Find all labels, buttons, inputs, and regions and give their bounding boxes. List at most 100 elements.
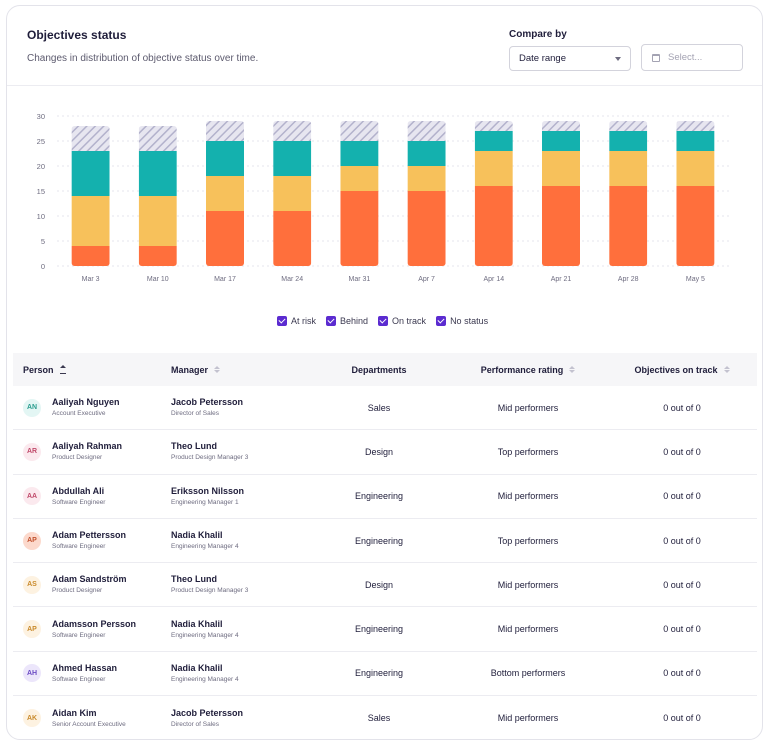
bar-no-status: [138, 126, 177, 151]
bar-behind: [273, 176, 312, 211]
x-tick-label: Mar 3: [82, 276, 100, 283]
objectives-on-track-cell: 0 out of 0: [663, 579, 701, 590]
objectives-on-track-cell: 0 out of 0: [663, 668, 701, 679]
bar-on-track: [676, 131, 715, 151]
bar-on-track: [340, 141, 379, 166]
y-tick-label: 10: [37, 212, 45, 221]
table-row[interactable]: AP Adamsson Persson Software Engineer Nadia…: [13, 607, 757, 652]
date-range-input[interactable]: Select...: [641, 44, 743, 71]
bar-no-status: [676, 121, 715, 131]
chart-legend: At risk Behind On track No status: [277, 316, 488, 326]
person-name[interactable]: Adam Pettersson: [52, 530, 127, 541]
column-header-objectives-on-track[interactable]: Objectives on track: [607, 365, 757, 375]
bar-no-status: [542, 121, 580, 131]
manager-role: Engineering Manager 1: [171, 498, 239, 506]
sort-icon: [569, 365, 576, 374]
legend-label: Behind: [340, 316, 369, 326]
table-row[interactable]: AR Aaliyah Rahman Product Designer Theo Lun…: [13, 430, 757, 475]
checkbox-checked-icon[interactable]: [378, 316, 389, 326]
person-name[interactable]: Aidan Kim: [52, 707, 97, 718]
manager-cell: Theo Lund Product Design Manager 3: [161, 440, 309, 463]
department-cell: Engineering: [354, 535, 404, 546]
person-name[interactable]: Adamsson Persson: [52, 618, 137, 629]
column-header-performance-rating[interactable]: Performance rating: [449, 365, 607, 375]
x-tick-label: Mar 10: [147, 276, 169, 283]
bar-at-risk: [474, 186, 513, 266]
manager-cell: Theo Lund Product Design Manager 3: [161, 573, 309, 596]
manager-name[interactable]: Jacob Petersson: [171, 397, 244, 408]
person-cell: AP Adam Pettersson Software Engineer: [13, 529, 161, 552]
chevron-down-icon: [615, 56, 621, 61]
bar-at-risk: [138, 246, 177, 266]
person-name[interactable]: Aaliyah Rahman: [52, 441, 123, 452]
person-cell: AA Abdullah Ali Software Engineer: [13, 485, 161, 508]
bar-on-track: [542, 131, 580, 151]
legend-item-no-status[interactable]: No status: [436, 316, 488, 326]
avatar-initials: AS: [27, 581, 37, 589]
person-name[interactable]: Abdullah Ali: [52, 485, 105, 496]
performance-rating-cell: Mid performers: [497, 491, 559, 502]
manager-role: Product Design Manager 3: [171, 454, 249, 462]
person-name[interactable]: Aaliyah Nguyen: [52, 397, 120, 408]
legend-item-behind[interactable]: Behind: [326, 316, 368, 326]
checkbox-checked-icon[interactable]: [436, 316, 447, 326]
manager-name[interactable]: Eriksson Nilsson: [171, 485, 245, 496]
table-row[interactable]: AS Adam Sandström Product Designer Theo Lun…: [13, 563, 757, 608]
calendar-icon: [652, 53, 660, 62]
table-body: AN Aaliyah Nguyen Account Executive Jacob P…: [13, 386, 757, 739]
x-tick-label: Mar 31: [349, 276, 371, 283]
manager-name[interactable]: Theo Lund: [171, 441, 217, 452]
table-row[interactable]: AH Ahmed Hassan Software Engineer Nadia Kha…: [13, 652, 757, 697]
bar-behind: [609, 151, 648, 186]
column-header-departments: Departments: [309, 365, 449, 375]
manager-cell: Jacob Petersson Director of Sales: [161, 707, 309, 730]
objectives-on-track-cell: 0 out of 0: [663, 624, 701, 635]
compare-by-select[interactable]: Date range: [509, 46, 631, 71]
sort-icon: [723, 365, 730, 374]
bar-no-status: [273, 121, 312, 141]
person-name[interactable]: Ahmed Hassan: [52, 662, 118, 673]
performance-rating-cell: Mid performers: [497, 402, 559, 413]
bar-at-risk: [609, 186, 648, 266]
department-cell: Engineering: [354, 668, 404, 679]
checkbox-checked-icon[interactable]: [277, 316, 287, 326]
column-header-person[interactable]: Person: [13, 365, 161, 375]
manager-name[interactable]: Theo Lund: [171, 574, 217, 585]
manager-name[interactable]: Nadia Khalil: [171, 530, 223, 541]
person-name[interactable]: Adam Sandström: [52, 574, 127, 585]
manager-cell: Nadia Khalil Engineering Manager 4: [161, 529, 309, 552]
avatar-initials: AP: [27, 625, 37, 633]
avatar: AK: [23, 709, 41, 728]
objectives-status-chart: 0 5 10 15 20 25 30 Mar 3 Mar 10 Mar 17 Mar 24 Mar 3…: [37, 112, 729, 283]
person-role: Software Engineer: [52, 498, 106, 506]
checkbox-checked-icon[interactable]: [326, 316, 337, 326]
bar-no-status: [71, 126, 110, 151]
legend-item-on-track[interactable]: On track: [378, 316, 426, 326]
avatar-initials: AH: [26, 669, 38, 677]
avatar: AR: [23, 442, 41, 461]
manager-name[interactable]: Nadia Khalil: [171, 662, 223, 673]
column-label: Manager: [171, 364, 209, 375]
table-row[interactable]: AK Aidan Kim Senior Account Executive Jacob…: [13, 696, 757, 739]
table-row[interactable]: AN Aaliyah Nguyen Account Executive Jacob P…: [13, 386, 757, 431]
department-cell: Design: [364, 579, 393, 590]
header-divider: [7, 85, 762, 86]
department-cell: Engineering: [354, 624, 404, 635]
person-cell: AH Ahmed Hassan Software Engineer: [13, 662, 161, 685]
manager-name[interactable]: Nadia Khalil: [171, 618, 223, 629]
manager-name[interactable]: Jacob Petersson: [171, 707, 244, 718]
objectives-on-track-cell: 0 out of 0: [663, 491, 701, 502]
table-row[interactable]: AP Adam Pettersson Software Engineer Nadia …: [13, 519, 757, 564]
legend-item-at-risk[interactable]: At risk: [277, 316, 316, 326]
bar-no-status: [609, 121, 648, 131]
manager-cell: Nadia Khalil Engineering Manager 4: [161, 618, 309, 641]
column-header-manager[interactable]: Manager: [161, 365, 309, 375]
objectives-on-track-cell: 0 out of 0: [663, 713, 701, 724]
people-table: Person Manager Departments Performance r…: [13, 353, 757, 739]
manager-cell: Eriksson Nilsson Engineering Manager 1: [161, 485, 309, 508]
x-tick-label: Mar 24: [281, 276, 303, 283]
table-row[interactable]: AA Abdullah Ali Software Engineer Eriksson …: [13, 475, 757, 519]
bar-at-risk: [206, 211, 244, 266]
manager-role: Director of Sales: [171, 410, 220, 418]
column-label: Objectives on track: [634, 364, 718, 375]
